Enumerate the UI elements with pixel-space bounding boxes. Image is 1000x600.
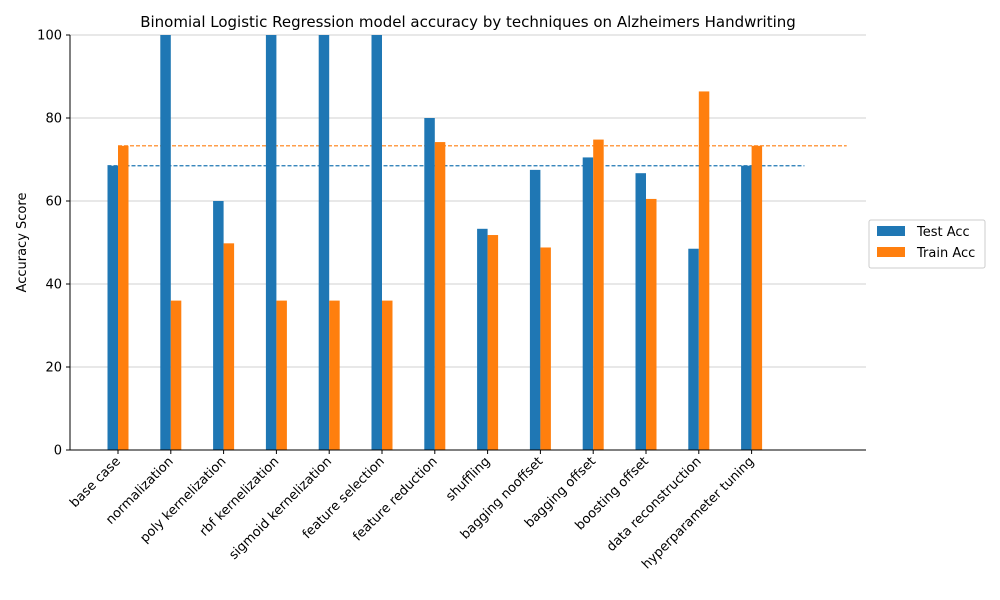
bar-test-acc — [424, 118, 435, 450]
y-axis-label: Accuracy Score — [15, 193, 30, 293]
bar-test-acc — [213, 201, 224, 450]
x-tick-label: shuffling — [443, 454, 493, 504]
axes — [69, 35, 866, 451]
bar-test-acc — [160, 35, 171, 450]
bar-test-acc — [107, 165, 118, 450]
y-tick-label: 20 — [45, 361, 62, 376]
y-tick-label: 80 — [45, 112, 62, 127]
legend-swatch-test-acc — [877, 226, 905, 236]
bar-test-acc — [741, 165, 752, 450]
bar-train-acc — [646, 198, 657, 450]
bar-test-acc — [635, 173, 646, 450]
bar-test-acc — [477, 228, 488, 450]
bar-test-acc — [265, 35, 277, 450]
bars — [107, 35, 763, 451]
y-ticks: 0 20 40 60 80 100 — [37, 29, 70, 459]
legend-swatch-train-acc — [877, 247, 905, 257]
bar-train-acc — [276, 300, 287, 450]
legend-label-test-acc: Test Acc — [916, 225, 970, 240]
x-tick-label: base case — [67, 454, 124, 511]
legend-label-train-acc: Train Acc — [916, 246, 975, 261]
bar-train-acc — [698, 91, 710, 450]
bar-train-acc — [170, 300, 182, 450]
bar-train-acc — [487, 235, 499, 450]
y-tick-label: 0 — [54, 444, 62, 459]
bar-test-acc — [529, 169, 541, 450]
x-tick-label: sigmoid kernelization — [226, 454, 335, 563]
y-tick-label: 40 — [45, 278, 62, 293]
bar-train-acc — [382, 300, 393, 450]
chart-title: Binomial Logistic Regression model accur… — [140, 13, 796, 31]
x-tick-label: hyperparameter tuning — [639, 454, 757, 572]
bar-test-acc — [688, 248, 699, 450]
y-tick-label: 60 — [45, 195, 62, 210]
bar-train-acc — [329, 300, 340, 450]
bar-train-acc — [434, 142, 446, 450]
bar-train-acc — [593, 139, 604, 450]
bar-train-acc — [223, 243, 235, 450]
x-tick-label: data reconstruction — [604, 454, 705, 555]
baselines — [107, 145, 847, 167]
bar-test-acc — [318, 35, 330, 450]
legend: Test Acc Train Acc — [868, 219, 986, 269]
bar-train-acc — [118, 145, 129, 450]
bar-train-acc — [751, 145, 763, 450]
bar-train-acc — [540, 247, 551, 450]
y-tick-label: 100 — [37, 29, 62, 44]
bar-test-acc — [582, 157, 594, 451]
bar-test-acc — [371, 35, 382, 450]
grid — [70, 34, 866, 368]
